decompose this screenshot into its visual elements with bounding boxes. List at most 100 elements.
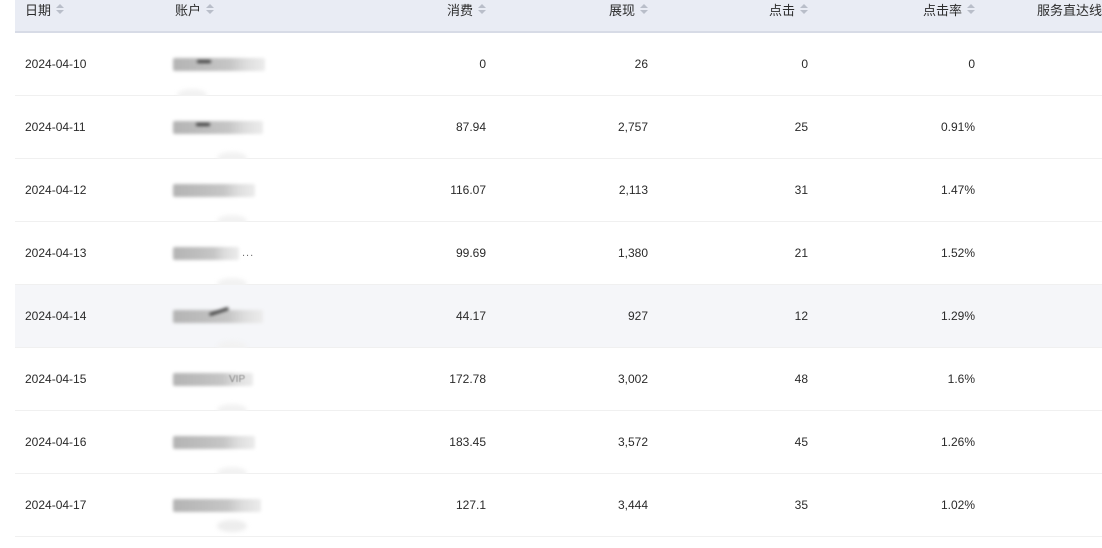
- table-header: 日期 账户 消费 展现 点击 点击率 服务直达线: [15, 0, 1102, 33]
- clicks-cell: 12: [662, 285, 822, 348]
- ctr-cell: 1.26%: [822, 411, 989, 474]
- report-table: 日期 账户 消费 展现 点击 点击率 服务直达线 2024-04-10 0 26…: [15, 0, 1102, 537]
- column-header-clicks[interactable]: 点击: [662, 0, 822, 33]
- date-cell: 2024-04-13: [15, 222, 165, 285]
- cost-cell: 116.07: [415, 159, 500, 222]
- impressions-cell: 2,757: [500, 96, 662, 159]
- account-cell: [165, 33, 415, 96]
- service-cell: [989, 285, 1102, 348]
- column-header-service: 服务直达线: [989, 0, 1102, 33]
- ctr-cell: 0: [822, 33, 989, 96]
- ctr-cell: 0.91%: [822, 96, 989, 159]
- column-label: 日期: [25, 2, 52, 18]
- table-row: 2024-04-14 44.17 927 12 1.29%: [15, 285, 1102, 348]
- table-row: 2024-04-10 0 26 0 0: [15, 33, 1102, 96]
- column-header-cost[interactable]: 消费: [415, 0, 500, 33]
- column-label: 点击: [768, 2, 795, 18]
- clicks-cell: 45: [662, 411, 822, 474]
- account-suffix-text: VIP: [229, 373, 246, 385]
- date-cell: 2024-04-16: [15, 411, 165, 474]
- impressions-cell: 1,380: [500, 222, 662, 285]
- column-header-account[interactable]: 账户: [165, 0, 415, 33]
- cost-cell: 127.1: [415, 474, 500, 537]
- clicks-cell: 48: [662, 348, 822, 411]
- date-cell: 2024-04-10: [15, 33, 165, 96]
- account-cell: [165, 159, 415, 222]
- header-row: 日期 账户 消费 展现 点击 点击率 服务直达线: [15, 0, 1102, 33]
- date-cell: 2024-04-17: [15, 474, 165, 537]
- service-cell: [989, 348, 1102, 411]
- account-suffix-text: ...: [242, 247, 255, 259]
- table-row: 2024-04-16 183.45 3,572 45 1.26%: [15, 411, 1102, 474]
- column-header-ctr[interactable]: 点击率: [822, 0, 989, 33]
- date-cell: 2024-04-12: [15, 159, 165, 222]
- table-row: 2024-04-11 87.94 2,757 25 0.91%: [15, 96, 1102, 159]
- date-cell: 2024-04-15: [15, 348, 165, 411]
- sort-icon[interactable]: [56, 4, 65, 14]
- column-label: 服务直达线: [1037, 2, 1102, 18]
- account-cell: VIP: [165, 348, 415, 411]
- sort-icon[interactable]: [206, 4, 215, 14]
- column-header-impressions[interactable]: 展现: [500, 0, 662, 33]
- impressions-cell: 3,002: [500, 348, 662, 411]
- redacted-account-blur: [173, 120, 263, 134]
- clicks-cell: 21: [662, 222, 822, 285]
- ctr-cell: 1.02%: [822, 474, 989, 537]
- cost-cell: 87.94: [415, 96, 500, 159]
- cost-cell: 0: [415, 33, 500, 96]
- redacted-account-blur: [173, 183, 255, 197]
- column-header-date[interactable]: 日期: [15, 0, 165, 33]
- column-label: 账户: [175, 2, 202, 18]
- column-label: 点击率: [922, 2, 962, 18]
- ctr-cell: 1.29%: [822, 285, 989, 348]
- impressions-cell: 927: [500, 285, 662, 348]
- redacted-account-blur: [173, 435, 255, 449]
- impressions-cell: 3,444: [500, 474, 662, 537]
- redaction-mark: [209, 306, 229, 316]
- table-row: 2024-04-13 ... 99.69 1,380 21 1.52%: [15, 222, 1102, 285]
- table-body: 2024-04-10 0 26 0 0 2024-04-11 87.94 2,7…: [15, 33, 1102, 537]
- redacted-account-blur: [173, 57, 265, 71]
- impressions-cell: 26: [500, 33, 662, 96]
- ctr-cell: 1.6%: [822, 348, 989, 411]
- account-cell: [165, 411, 415, 474]
- account-cell: [165, 96, 415, 159]
- cost-cell: 44.17: [415, 285, 500, 348]
- table-row: 2024-04-15 VIP 172.78 3,002 48 1.6%: [15, 348, 1102, 411]
- clicks-cell: 35: [662, 474, 822, 537]
- service-cell: [989, 33, 1102, 96]
- redacted-account-blur: [173, 498, 261, 512]
- column-label: 展现: [608, 2, 635, 18]
- account-cell: ...: [165, 222, 415, 285]
- column-label: 消费: [446, 2, 473, 18]
- clicks-cell: 25: [662, 96, 822, 159]
- table-row: 2024-04-17 127.1 3,444 35 1.02%: [15, 474, 1102, 537]
- impressions-cell: 3,572: [500, 411, 662, 474]
- date-cell: 2024-04-11: [15, 96, 165, 159]
- service-cell: [989, 159, 1102, 222]
- service-cell: [989, 474, 1102, 537]
- sort-icon[interactable]: [800, 4, 808, 14]
- cost-cell: 172.78: [415, 348, 500, 411]
- service-cell: [989, 222, 1102, 285]
- impressions-cell: 2,113: [500, 159, 662, 222]
- account-cell: [165, 474, 415, 537]
- redaction-mark: [196, 122, 211, 126]
- date-cell: 2024-04-14: [15, 285, 165, 348]
- account-cell: [165, 285, 415, 348]
- table-row: 2024-04-12 116.07 2,113 31 1.47%: [15, 159, 1102, 222]
- ctr-cell: 1.47%: [822, 159, 989, 222]
- service-cell: [989, 411, 1102, 474]
- redaction-mark: [196, 59, 211, 63]
- clicks-cell: 0: [662, 33, 822, 96]
- cost-cell: 183.45: [415, 411, 500, 474]
- redacted-account-blur: [173, 372, 253, 386]
- sort-icon[interactable]: [640, 4, 648, 14]
- sort-icon[interactable]: [967, 4, 975, 14]
- clicks-cell: 31: [662, 159, 822, 222]
- service-cell: [989, 96, 1102, 159]
- redacted-account-blur: [173, 306, 263, 323]
- ctr-cell: 1.52%: [822, 222, 989, 285]
- sort-icon[interactable]: [478, 4, 486, 14]
- redacted-account-blur: [173, 246, 239, 260]
